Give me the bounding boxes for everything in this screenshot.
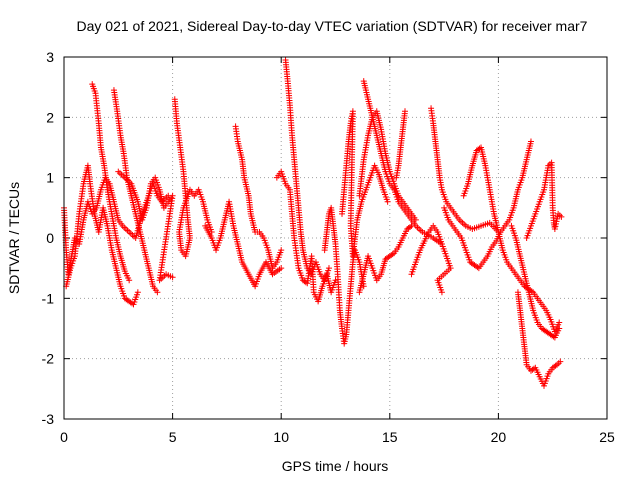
series-arc-n xyxy=(356,108,419,223)
data-point xyxy=(528,288,535,295)
data-point xyxy=(552,362,559,369)
series-arc-r xyxy=(428,105,502,235)
series-arc-b xyxy=(63,162,141,308)
data-point xyxy=(278,265,285,272)
data-point xyxy=(169,274,176,281)
data-points xyxy=(61,57,565,389)
data-point xyxy=(154,289,161,296)
data-point xyxy=(438,289,445,296)
series-arc-v xyxy=(514,289,564,389)
x-tick-label: 25 xyxy=(599,429,615,445)
plot-frame xyxy=(63,56,608,420)
data-point xyxy=(527,138,534,145)
series-arc-s xyxy=(441,138,534,272)
data-point xyxy=(474,264,481,271)
data-point xyxy=(558,213,565,220)
data-point xyxy=(408,222,415,229)
y-axis-label: SDTVAR / TECUs xyxy=(6,182,22,294)
data-point xyxy=(393,174,400,181)
chart-title: Day 021 of 2021, Sidereal Day-to-day VTE… xyxy=(77,18,588,34)
series-arc-h xyxy=(232,123,285,272)
data-point xyxy=(557,358,564,365)
y-tick-label: -2 xyxy=(42,351,55,367)
y-tick-label: -1 xyxy=(42,290,55,306)
series-arc-d xyxy=(110,87,161,296)
x-tick-label: 0 xyxy=(60,429,68,445)
y-tick-label: -3 xyxy=(42,411,55,427)
series-arc-o xyxy=(356,222,415,296)
series-arc-w xyxy=(523,159,565,241)
x-tick-label: 15 xyxy=(382,429,398,445)
data-point xyxy=(556,325,563,332)
data-point xyxy=(550,333,557,340)
data-point xyxy=(325,265,332,272)
series-arc-u xyxy=(508,222,563,341)
series-arc-p xyxy=(393,108,409,181)
data-point xyxy=(407,223,414,230)
y-tick-label: 1 xyxy=(46,170,54,186)
series-arc-m xyxy=(360,78,445,248)
data-point xyxy=(126,277,133,284)
series-arc-c xyxy=(89,81,133,284)
x-tick-label: 20 xyxy=(491,429,507,445)
data-point xyxy=(278,247,285,254)
data-point xyxy=(389,251,396,258)
y-tick-label: 3 xyxy=(46,49,54,65)
data-point xyxy=(552,223,559,230)
data-point xyxy=(360,283,367,290)
x-axis-label: GPS time / hours xyxy=(282,458,389,474)
data-point xyxy=(553,218,560,225)
tick-labels: 0 5 10 15 20 25 -3 -2 -1 0 1 2 3 xyxy=(42,49,615,445)
data-point xyxy=(412,216,419,223)
y-tick-label: 2 xyxy=(46,109,54,125)
series-arc-f xyxy=(171,96,215,260)
data-point xyxy=(551,225,558,232)
series-arc-k xyxy=(321,204,367,347)
data-point xyxy=(554,215,561,222)
x-tick-label: 10 xyxy=(273,429,289,445)
series-arc-j xyxy=(273,168,339,305)
data-point xyxy=(530,365,537,372)
series-arc-g xyxy=(202,198,285,290)
x-tick-label: 5 xyxy=(169,429,177,445)
series-arc-q xyxy=(408,222,454,296)
data-point xyxy=(384,198,391,205)
data-point xyxy=(556,319,563,326)
series-arc-l xyxy=(339,108,391,260)
series-arc-e xyxy=(115,168,176,284)
y-tick-label: 0 xyxy=(46,230,54,246)
data-point xyxy=(134,289,141,296)
data-point xyxy=(552,220,559,227)
